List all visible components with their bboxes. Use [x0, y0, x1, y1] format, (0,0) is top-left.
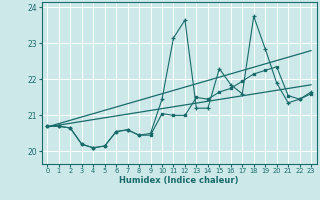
X-axis label: Humidex (Indice chaleur): Humidex (Indice chaleur) — [119, 176, 239, 185]
